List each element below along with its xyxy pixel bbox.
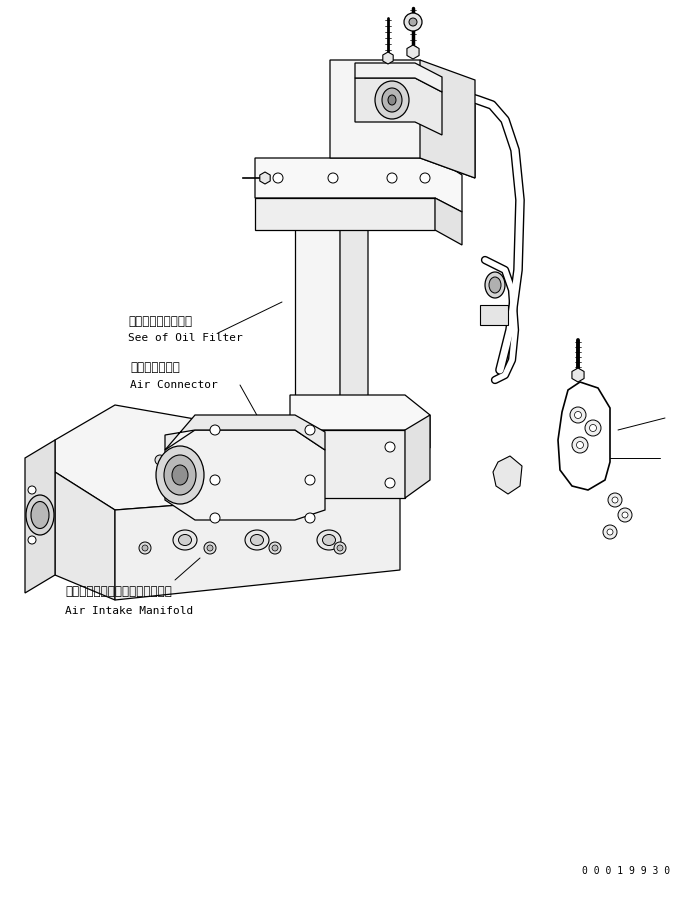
Circle shape xyxy=(273,173,283,183)
Ellipse shape xyxy=(173,530,197,550)
Text: エアーインテークマニホールド゙: エアーインテークマニホールド゙ xyxy=(65,585,172,598)
Polygon shape xyxy=(165,430,325,520)
Circle shape xyxy=(355,475,365,485)
Circle shape xyxy=(385,478,395,488)
Circle shape xyxy=(210,513,220,523)
Ellipse shape xyxy=(245,530,269,550)
Polygon shape xyxy=(295,185,368,200)
Text: Air Intake Manifold: Air Intake Manifold xyxy=(65,606,193,616)
Polygon shape xyxy=(355,78,442,135)
Polygon shape xyxy=(480,305,508,325)
Text: Air Connector: Air Connector xyxy=(130,380,218,390)
Circle shape xyxy=(28,486,36,494)
Circle shape xyxy=(404,13,422,31)
Circle shape xyxy=(409,18,417,26)
Circle shape xyxy=(328,173,338,183)
Circle shape xyxy=(207,545,213,551)
Polygon shape xyxy=(295,185,340,430)
Circle shape xyxy=(607,529,613,535)
Ellipse shape xyxy=(485,272,505,298)
Polygon shape xyxy=(25,440,55,593)
Polygon shape xyxy=(55,405,400,510)
Circle shape xyxy=(420,173,430,183)
Circle shape xyxy=(210,475,220,485)
Polygon shape xyxy=(355,63,442,92)
Text: オイルフィルタ参照: オイルフィルタ参照 xyxy=(128,315,192,328)
Circle shape xyxy=(139,542,151,554)
Circle shape xyxy=(204,542,216,554)
Circle shape xyxy=(622,512,628,518)
Circle shape xyxy=(210,425,220,435)
Circle shape xyxy=(272,545,278,551)
Circle shape xyxy=(28,536,36,544)
Ellipse shape xyxy=(250,535,263,545)
Circle shape xyxy=(585,420,601,436)
Circle shape xyxy=(305,425,315,435)
Ellipse shape xyxy=(26,495,54,535)
Circle shape xyxy=(300,478,310,488)
Polygon shape xyxy=(55,472,115,600)
Circle shape xyxy=(305,513,315,523)
Circle shape xyxy=(618,508,632,522)
Circle shape xyxy=(334,542,346,554)
Polygon shape xyxy=(493,456,522,494)
Polygon shape xyxy=(290,395,430,448)
Ellipse shape xyxy=(179,535,192,545)
Polygon shape xyxy=(255,198,435,230)
Circle shape xyxy=(305,470,315,480)
Ellipse shape xyxy=(31,501,49,528)
Text: 0 0 0 1 9 9 3 0: 0 0 0 1 9 9 3 0 xyxy=(582,866,670,876)
Ellipse shape xyxy=(375,81,409,119)
Ellipse shape xyxy=(322,535,336,545)
Polygon shape xyxy=(290,430,405,498)
Circle shape xyxy=(305,475,315,485)
Polygon shape xyxy=(165,415,325,450)
Ellipse shape xyxy=(164,455,196,495)
Ellipse shape xyxy=(172,465,188,485)
Circle shape xyxy=(575,412,582,419)
Circle shape xyxy=(269,542,281,554)
Polygon shape xyxy=(405,415,430,498)
Ellipse shape xyxy=(388,95,396,105)
Polygon shape xyxy=(255,158,462,212)
Ellipse shape xyxy=(489,277,501,293)
Circle shape xyxy=(589,424,596,431)
Circle shape xyxy=(205,460,215,470)
Polygon shape xyxy=(572,368,584,382)
Text: エアーコネクタ: エアーコネクタ xyxy=(130,361,180,374)
Polygon shape xyxy=(115,488,400,600)
Ellipse shape xyxy=(156,446,204,504)
Polygon shape xyxy=(330,60,475,178)
Ellipse shape xyxy=(382,88,402,112)
Circle shape xyxy=(603,525,617,539)
Circle shape xyxy=(255,465,265,475)
Circle shape xyxy=(300,442,310,452)
Text: See of Oil Filter: See of Oil Filter xyxy=(128,333,243,343)
Ellipse shape xyxy=(317,530,341,550)
Circle shape xyxy=(387,173,397,183)
Circle shape xyxy=(612,497,618,503)
Polygon shape xyxy=(383,52,393,64)
Polygon shape xyxy=(260,172,270,184)
Circle shape xyxy=(337,545,343,551)
Circle shape xyxy=(572,437,588,453)
Polygon shape xyxy=(340,185,368,442)
Circle shape xyxy=(142,545,148,551)
Polygon shape xyxy=(420,60,475,178)
Circle shape xyxy=(155,455,165,465)
Circle shape xyxy=(570,407,586,423)
Circle shape xyxy=(608,493,622,507)
Polygon shape xyxy=(435,198,462,245)
Circle shape xyxy=(385,442,395,452)
Polygon shape xyxy=(558,382,610,490)
Circle shape xyxy=(576,441,584,448)
Polygon shape xyxy=(407,45,419,59)
